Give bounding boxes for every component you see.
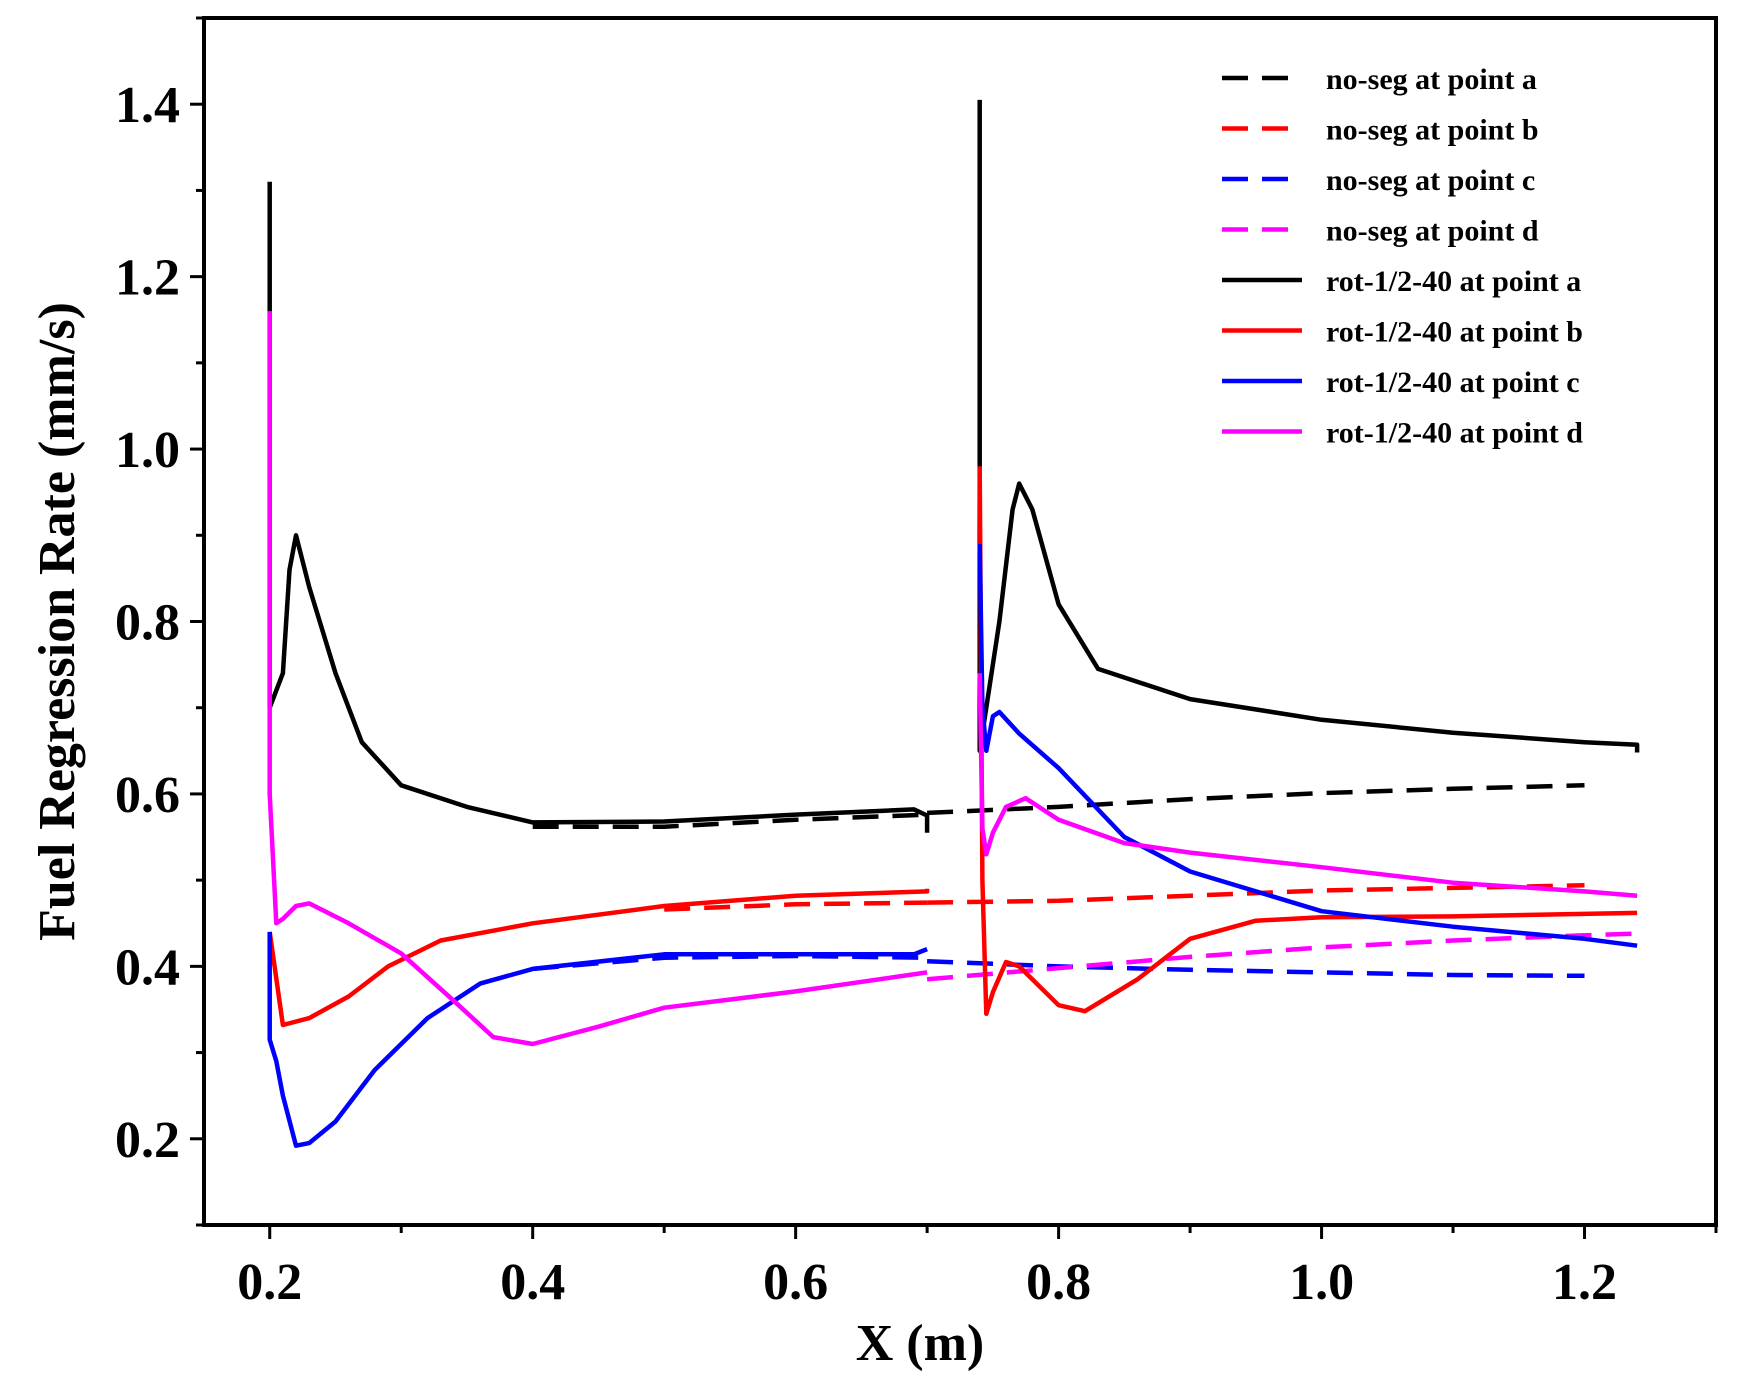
legend: no-seg at point a no-seg at point b no-seg… — [1222, 63, 1583, 450]
legend-item: rot-1/2-40 at point d — [1222, 417, 1583, 450]
series-line — [926, 931, 1638, 982]
series-7 — [267, 543, 1638, 1148]
x-axis: 0.2 0.4 0.6 0.8 1.0 1.2 — [237, 1225, 1718, 1311]
series-5 — [267, 99, 1640, 833]
series-8 — [267, 311, 1638, 1047]
series-line — [977, 673, 1638, 898]
series-line — [977, 466, 1638, 1017]
series-4 — [926, 931, 1638, 982]
legend-label: no-seg at point a — [1326, 63, 1537, 96]
x-tick-label: 0.8 — [1026, 1254, 1091, 1311]
legend-item: rot-1/2-40 at point a — [1222, 265, 1581, 298]
y-tick-label: 0.4 — [115, 939, 180, 996]
series-line — [926, 783, 1585, 816]
legend-label: no-seg at point b — [1326, 114, 1539, 147]
legend-item: no-seg at point c — [1222, 164, 1535, 197]
legend-label: rot-1/2-40 at point c — [1326, 366, 1580, 399]
legend-item: rot-1/2-40 at point c — [1222, 366, 1580, 399]
series-1 — [532, 783, 1585, 829]
legend-item: no-seg at point d — [1222, 215, 1539, 248]
series-line — [977, 99, 1640, 754]
legend-label: rot-1/2-40 at point a — [1326, 265, 1581, 298]
legend-item: no-seg at point b — [1222, 114, 1539, 147]
series-line — [267, 931, 928, 1148]
legend-label: rot-1/2-40 at point d — [1326, 417, 1583, 450]
legend-label: rot-1/2-40 at point b — [1326, 316, 1583, 349]
x-tick-label: 0.4 — [500, 1254, 565, 1311]
series-line — [927, 958, 1585, 979]
y-tick-label: 1.4 — [115, 77, 180, 134]
x-tick-label: 1.0 — [1289, 1254, 1354, 1311]
x-tick-label: 1.2 — [1552, 1254, 1617, 1311]
y-tick-label: 1.2 — [115, 250, 180, 307]
legend-item: no-seg at point a — [1222, 63, 1537, 96]
legend-item: rot-1/2-40 at point b — [1222, 316, 1583, 349]
y-tick-label: 1.0 — [115, 422, 180, 479]
series-line — [267, 888, 930, 1028]
plot-lines — [267, 99, 1640, 1148]
x-tick-label: 0.2 — [237, 1254, 302, 1311]
y-tick-label: 0.8 — [115, 595, 180, 652]
plot-frame — [202, 16, 1718, 1227]
legend-label: no-seg at point c — [1326, 164, 1535, 197]
y-tick-label: 0.2 — [115, 1112, 180, 1169]
legend-label: no-seg at point d — [1326, 215, 1539, 248]
y-axis-title: Fuel Regression Rate (mm/s) — [29, 302, 86, 941]
y-axis: 0.2 0.4 0.6 0.8 1.0 1.2 1.4 — [115, 16, 204, 1227]
series-line — [267, 181, 930, 833]
series-line — [532, 812, 928, 829]
x-tick-label: 0.6 — [763, 1254, 828, 1311]
y-tick-label: 0.6 — [115, 767, 180, 824]
series-line — [977, 543, 1638, 948]
series-line — [664, 900, 928, 912]
series-line — [267, 311, 928, 1047]
series-line — [927, 883, 1585, 905]
x-axis-title: X (m) — [856, 1315, 985, 1372]
series-6 — [267, 466, 1638, 1028]
